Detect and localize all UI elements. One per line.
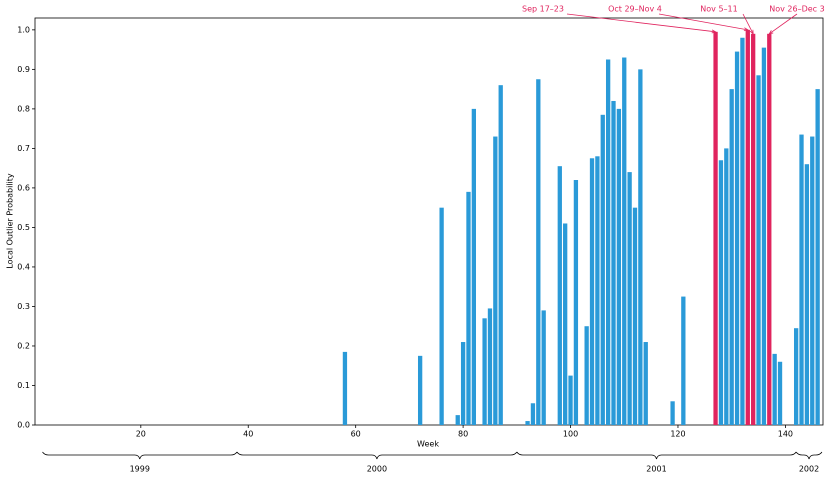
bar (342, 351, 348, 425)
year-label: 1999 (130, 465, 150, 474)
bar (573, 180, 579, 425)
y-tick-label: 1.0 (17, 25, 30, 34)
bar (595, 156, 600, 425)
plot-frame (34, 17, 824, 426)
x-tick-label: 20 (136, 430, 146, 439)
year-brace (42, 451, 238, 460)
year-brace (516, 451, 797, 460)
bar (541, 310, 546, 425)
bar (638, 69, 643, 426)
year-label: 2000 (367, 465, 387, 474)
bar (557, 166, 562, 425)
annotation-arrowhead (711, 29, 717, 34)
bar (525, 421, 530, 425)
annotation-arrowhead (768, 30, 774, 35)
bar (460, 342, 466, 425)
bar (605, 59, 611, 425)
bar (611, 100, 616, 425)
y-tick-label: 0.5 (17, 223, 30, 232)
annotation-arrow (742, 13, 754, 34)
bar (563, 223, 568, 425)
annotation-label: Nov 26–Dec 3 (769, 5, 824, 14)
bar (740, 37, 745, 425)
x-tick-label: 120 (670, 430, 685, 439)
bar (756, 75, 761, 426)
bar (713, 31, 718, 425)
annotation-arrowhead (749, 29, 754, 35)
bar (718, 160, 724, 425)
x-tick-label: 100 (563, 430, 578, 439)
bar (584, 326, 589, 425)
year-brace (795, 451, 823, 460)
y-tick-label: 0.9 (17, 65, 30, 74)
bar (530, 403, 536, 425)
y-tick-label: 0.4 (17, 262, 30, 271)
y-tick-label: 0.6 (17, 183, 30, 192)
y-tick-label: 0.1 (17, 381, 30, 390)
x-tick-label: 60 (351, 430, 361, 439)
bar (804, 164, 810, 425)
y-tick-label: 0.2 (17, 341, 30, 350)
y-tick-label: 0.0 (17, 421, 30, 430)
year-label: 2002 (799, 465, 819, 474)
y-axis-label: Local Outlier Probability (6, 173, 15, 269)
bar (729, 89, 734, 425)
bar (417, 355, 423, 425)
bar (793, 328, 799, 425)
annotation-label: Nov 5–11 (700, 5, 737, 14)
bar (745, 29, 750, 425)
annotation-arrow (769, 13, 798, 35)
bar (471, 108, 477, 426)
annotation-arrow (658, 13, 748, 31)
annotation-arrowhead (743, 27, 749, 32)
bar (627, 172, 632, 425)
bar (810, 136, 815, 425)
bar (761, 47, 767, 425)
bar (777, 361, 783, 425)
x-tick-label: 140 (778, 430, 793, 439)
bar (799, 134, 804, 425)
bar (498, 85, 503, 426)
bar (536, 79, 541, 426)
bar (568, 375, 573, 425)
y-tick-label: 0.8 (17, 104, 30, 113)
year-brace (236, 451, 518, 460)
bar (632, 207, 638, 425)
bar (616, 108, 622, 426)
bar (670, 401, 675, 425)
bar (487, 308, 493, 425)
y-tick-label: 0.3 (17, 302, 30, 311)
bar (643, 342, 648, 425)
x-tick-label: 40 (243, 430, 253, 439)
y-tick-label: 0.7 (17, 144, 30, 153)
bar (767, 33, 772, 426)
bar (466, 191, 471, 425)
bar (681, 296, 686, 425)
x-axis-label: Week (417, 440, 439, 449)
annotation-arrow (566, 13, 716, 33)
bar (751, 33, 756, 426)
bar (439, 207, 444, 425)
bar (772, 353, 777, 425)
x-tick-label: 80 (458, 430, 468, 439)
bar (482, 318, 487, 425)
bar (815, 89, 820, 425)
bar (622, 57, 627, 426)
annotation-label: Oct 29–Nov 4 (608, 5, 662, 14)
bar (455, 415, 460, 425)
bar (600, 114, 605, 426)
year-label: 2001 (646, 465, 666, 474)
bar (734, 51, 740, 426)
annotation-label: Sep 17–23 (522, 5, 564, 14)
bar (724, 148, 729, 425)
bar (493, 136, 498, 425)
bar (589, 158, 595, 425)
